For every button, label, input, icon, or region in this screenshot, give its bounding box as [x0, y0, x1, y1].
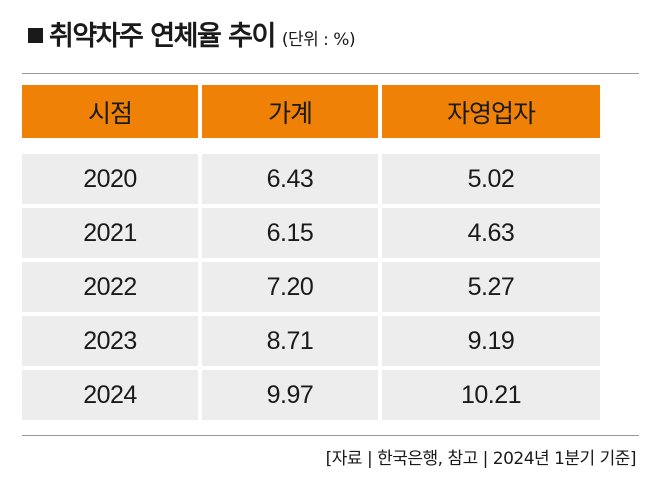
- cell-self-employed: 9.19: [382, 316, 600, 366]
- table-row: 2021 6.15 4.63: [22, 208, 600, 258]
- bottom-divider: [22, 435, 639, 436]
- cell-household: 6.15: [202, 208, 378, 258]
- source-note: [자료 | 한국은행, 참고 | 2024년 1분기 기준]: [325, 449, 637, 469]
- cell-year: 2024: [22, 370, 198, 420]
- table-row: 2022 7.20 5.27: [22, 262, 600, 312]
- top-divider: [22, 73, 639, 74]
- header-self-employed: 자영업자: [382, 85, 600, 138]
- cell-self-employed: 5.27: [382, 262, 600, 312]
- table-body: 2020 6.43 5.02 2021 6.15 4.63 2022 7.20 …: [22, 154, 600, 424]
- table-row: 2023 8.71 9.19: [22, 316, 600, 366]
- cell-self-employed: 10.21: [382, 370, 600, 420]
- cell-household: 7.20: [202, 262, 378, 312]
- cell-year: 2021: [22, 208, 198, 258]
- table-row: 2024 9.97 10.21: [22, 370, 600, 420]
- cell-household: 9.97: [202, 370, 378, 420]
- cell-year: 2023: [22, 316, 198, 366]
- table-header: 시점 가계 자영업자: [22, 85, 600, 138]
- header-period: 시점: [22, 85, 198, 138]
- unit-label: (단위 : %): [281, 30, 356, 50]
- square-bullet-icon: [28, 28, 43, 43]
- chart-title: 취약차주 연체율 추이 (단위 : %): [28, 14, 356, 58]
- cell-self-employed: 5.02: [382, 154, 600, 204]
- cell-year: 2020: [22, 154, 198, 204]
- title-text: 취약차주 연체율 추이: [49, 21, 276, 52]
- header-household: 가계: [202, 85, 378, 138]
- cell-year: 2022: [22, 262, 198, 312]
- cell-household: 8.71: [202, 316, 378, 366]
- cell-self-employed: 4.63: [382, 208, 600, 258]
- cell-household: 6.43: [202, 154, 378, 204]
- table-row: 2020 6.43 5.02: [22, 154, 600, 204]
